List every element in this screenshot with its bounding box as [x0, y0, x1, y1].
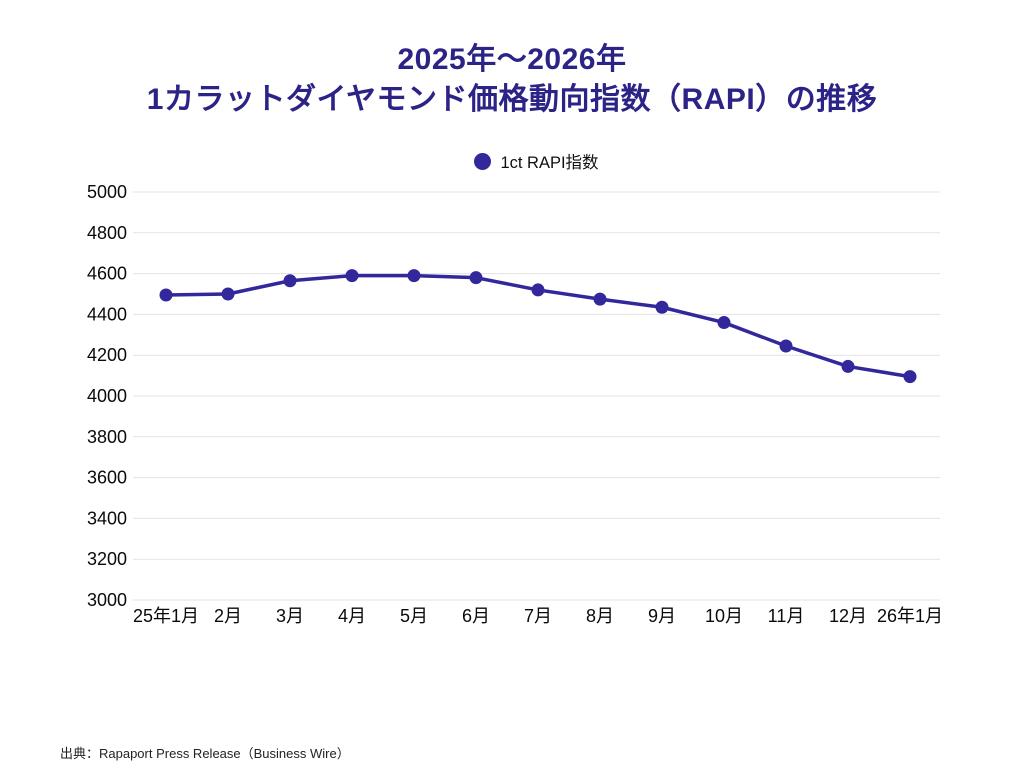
- y-axis-tick-label: 3600: [87, 468, 127, 488]
- y-axis-tick-label: 3000: [87, 590, 127, 610]
- x-axis-tick-label: 11月: [768, 606, 805, 626]
- y-axis-tick-label: 5000: [87, 182, 127, 202]
- x-axis-tick-label: 7月: [524, 606, 552, 626]
- data-point-marker: [283, 274, 297, 288]
- data-point-marker: [593, 292, 607, 306]
- chart-title: 2025年～2026年 1カラットダイヤモンド価格動向指数（RAPI）の推移: [0, 40, 1024, 120]
- data-point-marker: [345, 269, 359, 283]
- x-axis-tick-label: 25年1月: [133, 606, 199, 626]
- chart-legend: 1ct RAPI指数: [133, 149, 940, 173]
- data-point-marker: [779, 339, 793, 353]
- x-axis-tick-label: 2月: [214, 606, 242, 626]
- data-point-marker: [841, 359, 855, 373]
- x-axis-tick-label: 8月: [586, 606, 614, 626]
- y-axis-tick-label: 4000: [87, 386, 127, 406]
- data-point-marker: [717, 316, 731, 330]
- legend-marker-icon: [474, 152, 492, 170]
- y-axis-tick-label: 3800: [87, 427, 127, 447]
- x-axis-tick-label: 26年1月: [877, 606, 943, 626]
- y-axis-tick-label: 4200: [87, 345, 127, 365]
- data-point-marker: [159, 288, 173, 302]
- data-point-marker: [655, 300, 669, 314]
- x-axis-tick-label: 10月: [705, 606, 743, 626]
- rapi-line-chart: 3000 3200 3400 3600 3800 4000 4200 4400 4600 4800…: [87, 182, 943, 626]
- data-point-marker: [469, 271, 483, 285]
- x-axis-tick-label: 9月: [648, 606, 676, 626]
- x-axis-tick-label: 5月: [400, 606, 428, 626]
- source-notes: 出典：Rapaport Press Release（Business Wire）…: [60, 701, 611, 768]
- x-axis-tick-label: 4月: [338, 606, 366, 626]
- chart-title-line1: 2025年～2026年: [397, 43, 627, 76]
- data-point-marker: [221, 287, 235, 301]
- legend-label: 1ct RAPI指数: [500, 154, 599, 172]
- x-axis-tick-label: 3月: [276, 606, 304, 626]
- y-axis-tick-label: 4600: [87, 264, 127, 284]
- data-point-marker: [903, 370, 917, 384]
- data-point-marker: [531, 283, 545, 297]
- x-axis-tick-label: 6月: [462, 606, 490, 626]
- x-axis-tick-label: 12月: [829, 606, 867, 626]
- y-axis-tick-label: 3200: [87, 549, 127, 569]
- chart-title-line2: 1カラットダイヤモンド価格動向指数（RAPI）の推移: [146, 83, 878, 116]
- source-line: 出典：Rapaport Press Release（Business Wire）: [60, 746, 350, 761]
- data-point-marker: [407, 269, 421, 283]
- y-axis-tick-label: 3400: [87, 508, 127, 528]
- y-axis-tick-label: 4800: [87, 223, 127, 243]
- y-axis-tick-label: 4400: [87, 304, 127, 324]
